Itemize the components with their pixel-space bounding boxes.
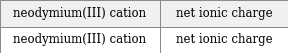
Bar: [0, 26, 160, 53]
Bar: [160, 26, 288, 53]
Bar: [0, 0, 160, 26]
Text: net ionic charge: net ionic charge: [176, 7, 272, 20]
Bar: [160, 0, 288, 26]
Text: neodymium(III) cation: neodymium(III) cation: [13, 33, 147, 46]
Text: net ionic charge: net ionic charge: [176, 33, 272, 46]
Text: neodymium(III) cation: neodymium(III) cation: [13, 7, 147, 20]
